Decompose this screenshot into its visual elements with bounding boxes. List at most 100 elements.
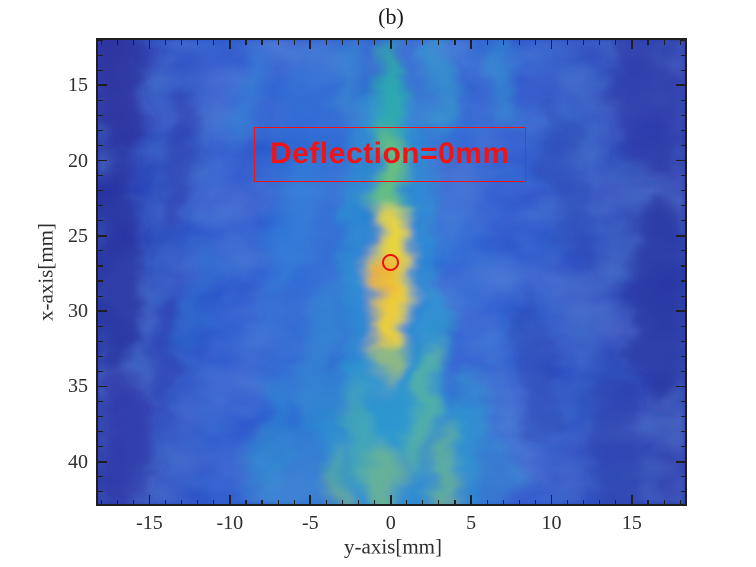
axis-tick xyxy=(676,84,685,87)
axis-tick xyxy=(197,499,199,504)
heatmap-blob xyxy=(98,160,143,372)
axis-tick xyxy=(98,159,107,162)
axis-tick xyxy=(534,499,536,504)
axis-tick xyxy=(680,250,685,252)
axis-tick xyxy=(583,499,585,504)
axis-tick xyxy=(98,144,103,147)
x-tick-label: 0 xyxy=(385,512,396,534)
chart-title: (b) xyxy=(378,4,404,29)
axis-tick xyxy=(98,250,103,252)
x-tick-label: 10 xyxy=(541,512,562,534)
axis-tick xyxy=(680,370,685,372)
axis-tick xyxy=(631,495,633,504)
axis-tick xyxy=(116,499,118,504)
axis-tick xyxy=(680,69,685,71)
axis-tick xyxy=(132,499,134,504)
axis-tick xyxy=(680,340,685,342)
heatmap-blob xyxy=(262,55,359,477)
axis-tick xyxy=(599,499,601,504)
axis-tick xyxy=(518,40,520,45)
axis-tick xyxy=(389,495,392,504)
y-tick-label: 35 xyxy=(68,375,88,398)
axis-tick xyxy=(98,355,103,357)
axis-tick xyxy=(98,446,103,448)
axis-tick xyxy=(98,234,107,237)
axis-tick xyxy=(164,499,167,504)
axis-tick xyxy=(98,460,107,463)
y-tick-label: 30 xyxy=(68,300,88,323)
axis-tick xyxy=(583,40,585,45)
heatmap-blob xyxy=(99,371,151,504)
axis-tick xyxy=(680,295,685,297)
axis-tick xyxy=(615,40,617,45)
x-tick-label: 5 xyxy=(466,512,477,534)
annotation-text: Deflection=0mm xyxy=(270,137,510,171)
axis-tick xyxy=(502,40,504,45)
axis-tick xyxy=(680,114,685,116)
axis-tick xyxy=(98,54,103,56)
axis-tick xyxy=(98,39,103,41)
axis-tick xyxy=(325,499,327,504)
axis-tick xyxy=(100,499,102,504)
heatmap-blob xyxy=(425,40,453,138)
axis-tick xyxy=(277,499,279,504)
axis-tick xyxy=(357,40,360,45)
axis-tick xyxy=(293,499,295,504)
axis-tick xyxy=(98,69,103,71)
axis-tick xyxy=(197,40,199,45)
x-tick-label: -5 xyxy=(301,512,319,534)
y-tick-label: 20 xyxy=(68,149,88,172)
axis-tick xyxy=(676,460,685,463)
axis-tick xyxy=(325,40,327,45)
x-tick-label: 15 xyxy=(621,512,642,534)
axis-tick xyxy=(293,40,295,45)
axis-tick xyxy=(550,495,553,504)
heatmap-blob xyxy=(487,40,519,123)
axis-tick xyxy=(422,40,424,45)
axis-tick xyxy=(663,40,665,45)
axis-tick xyxy=(680,144,685,147)
axis-tick xyxy=(309,40,312,49)
axis-tick xyxy=(680,220,685,222)
axis-tick xyxy=(406,40,408,45)
axis-tick xyxy=(680,175,685,177)
axis-tick xyxy=(470,40,472,49)
heatmap-blob xyxy=(227,49,265,152)
axis-tick xyxy=(615,499,617,504)
focus-marker-circle xyxy=(381,253,399,271)
axis-tick xyxy=(406,499,408,504)
axis-tick xyxy=(647,40,649,45)
axis-tick xyxy=(680,205,685,207)
axis-tick xyxy=(470,495,472,504)
axis-tick xyxy=(213,40,215,45)
axis-tick xyxy=(676,159,685,162)
axis-tick xyxy=(181,40,183,45)
heatmap-blob xyxy=(338,40,363,131)
axis-tick xyxy=(680,401,685,403)
y-tick-label: 25 xyxy=(68,224,88,247)
axis-tick xyxy=(680,446,685,448)
heatmap-blob xyxy=(98,40,147,161)
axis-tick xyxy=(277,40,279,45)
axis-tick xyxy=(98,99,103,101)
axis-tick xyxy=(680,280,685,282)
heatmap-image xyxy=(98,40,685,504)
axis-tick xyxy=(98,84,107,87)
heatmap-blob xyxy=(512,297,559,446)
axis-tick xyxy=(148,40,151,49)
axis-tick xyxy=(98,295,103,297)
axis-tick xyxy=(98,205,103,207)
axis-tick xyxy=(100,40,102,45)
axis-tick xyxy=(98,416,103,418)
axis-tick xyxy=(98,220,103,222)
axis-tick xyxy=(486,40,488,45)
axis-tick xyxy=(486,499,488,504)
axis-tick xyxy=(374,499,376,504)
axis-tick xyxy=(341,40,343,45)
axis-tick xyxy=(680,325,685,327)
axis-tick xyxy=(680,491,685,493)
axis-tick xyxy=(213,499,215,504)
annotation-box: Deflection=0mm xyxy=(253,127,526,182)
axis-tick xyxy=(680,416,685,418)
axis-tick xyxy=(438,40,440,45)
